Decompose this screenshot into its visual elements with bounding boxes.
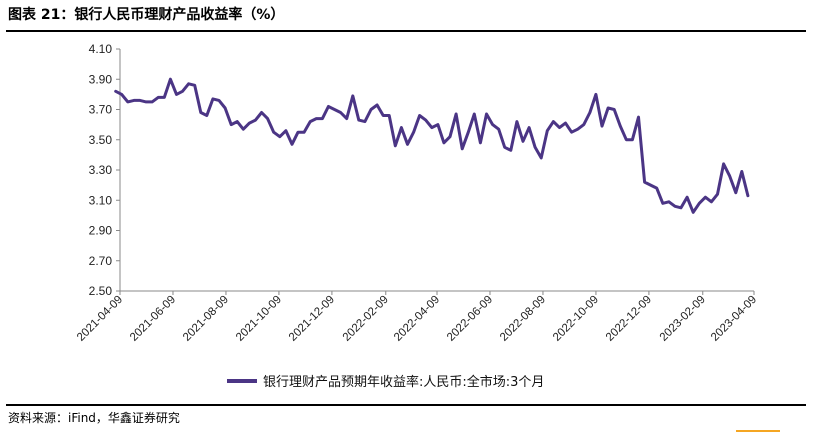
- x-tick-label: 2022-02-09: [341, 294, 391, 344]
- x-tick-label: 2021-12-09: [287, 294, 337, 344]
- legend-label: 银行理财产品预期年收益率:人民币:全市场:3个月: [263, 374, 544, 390]
- line-chart: 4.10 3.90 3.70 3.50 3.30 3.10 2.90 2.70 2.50 202…: [75, 42, 759, 390]
- y-tick-label: 2.50: [89, 284, 113, 298]
- x-tick-label: 2023-04-09: [709, 294, 759, 344]
- x-tick-label: 2022-06-09: [445, 294, 495, 344]
- y-tick-label: 3.90: [89, 72, 113, 86]
- y-tick-label: 2.90: [89, 224, 113, 238]
- x-tick-label: 2022-04-09: [392, 294, 442, 344]
- x-tick-label: 2023-02-09: [658, 294, 708, 344]
- x-axis: 2021-04-09 2021-06-09 2021-08-09 2021-10-09…: [75, 290, 759, 344]
- top-rule: [6, 30, 806, 32]
- x-tick-label: 2021-08-09: [181, 294, 231, 344]
- x-tick-label: 2022-08-09: [498, 294, 548, 344]
- figure-title: 图表 21：银行人民币理财产品收益率（%）: [8, 7, 285, 23]
- y-tick-label: 4.10: [89, 42, 113, 56]
- y-tick-label: 3.50: [89, 133, 113, 147]
- x-tick-label: 2022-12-09: [604, 294, 654, 344]
- x-tick-label: 2021-04-09: [75, 294, 125, 344]
- x-tick-label: 2021-10-09: [234, 294, 284, 344]
- series-layer: [114, 77, 750, 214]
- y-tick-label: 3.30: [89, 163, 113, 177]
- y-tick-label: 3.10: [89, 193, 113, 207]
- y-axis: 4.10 3.90 3.70 3.50 3.30 3.10 2.90 2.70 2.50: [89, 42, 121, 298]
- y-tick-label: 3.70: [89, 103, 113, 117]
- bottom-rule: [6, 404, 806, 406]
- legend: 银行理财产品预期年收益率:人民币:全市场:3个月: [227, 374, 544, 390]
- y-tick-label: 2.70: [89, 254, 113, 268]
- x-tick-label: 2021-06-09: [128, 294, 178, 344]
- accent-bar: [736, 430, 780, 432]
- x-tick-label: 2022-10-09: [551, 294, 601, 344]
- source-note: 资料来源：iFind，华鑫证券研究: [8, 411, 180, 425]
- series-line-0: [114, 77, 750, 214]
